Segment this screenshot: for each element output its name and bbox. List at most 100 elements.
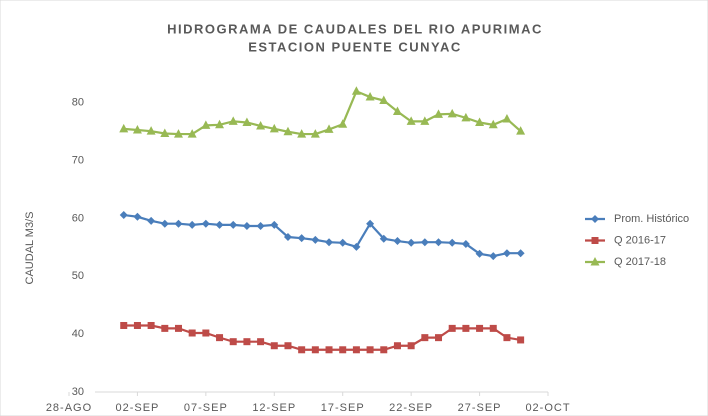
chart-title: ESTACION PUENTE CUNYAC [248, 39, 462, 54]
data-point [297, 234, 306, 243]
x-tick-label: 07-SEP [184, 402, 228, 414]
x-tick-label: 02-SEP [115, 402, 159, 414]
data-point [351, 86, 361, 95]
x-tick-label: 12-SEP [252, 402, 296, 414]
y-tick-label: 70 [72, 155, 84, 167]
data-point [338, 238, 347, 247]
data-point [516, 126, 526, 135]
legend-label: Q 2016-17 [614, 234, 666, 246]
x-tick-label: 28-AGO [46, 402, 92, 414]
data-point [120, 321, 128, 329]
data-point [310, 129, 320, 138]
legend-marker [591, 215, 599, 223]
data-point [215, 119, 225, 129]
data-point [421, 334, 429, 342]
chart-title: HIDROGRAMA DE CAUDALES DEL RIO APURIMAC [167, 21, 543, 36]
data-point [502, 249, 511, 258]
data-point [448, 238, 457, 247]
y-axis-label: CAUDAL M3/S [24, 212, 36, 285]
data-point [284, 342, 292, 350]
data-point [146, 126, 156, 135]
data-point [338, 119, 348, 128]
data-point [502, 114, 512, 123]
data-point [489, 324, 497, 332]
x-tick-label: 17-SEP [321, 402, 365, 414]
data-point [173, 129, 183, 138]
data-point [393, 237, 402, 246]
data-point [392, 106, 402, 116]
data-point [366, 219, 375, 228]
legend-label: Q 2017-18 [614, 256, 666, 268]
data-point [434, 109, 444, 118]
data-point [133, 321, 141, 329]
data-point [201, 219, 210, 228]
data-point [461, 239, 470, 248]
data-point [475, 249, 484, 258]
data-point [297, 129, 307, 138]
data-point [133, 212, 142, 221]
data-point [256, 120, 266, 130]
y-tick-label: 40 [72, 328, 84, 340]
data-point [270, 342, 278, 350]
data-point [202, 329, 210, 337]
data-point [406, 116, 416, 125]
data-point [160, 219, 169, 228]
x-tick-label: 22-SEP [389, 402, 433, 414]
y-tick-label: 80 [72, 97, 84, 109]
data-point [435, 334, 443, 342]
data-point [119, 211, 128, 220]
data-point [119, 123, 129, 133]
data-point [132, 125, 142, 134]
data-point [242, 117, 252, 126]
data-point [448, 324, 456, 332]
data-point [503, 334, 511, 342]
data-point [283, 233, 292, 242]
x-tick-label: 27-SEP [458, 402, 502, 414]
data-point [434, 238, 443, 247]
data-point [174, 324, 182, 332]
y-tick-label: 50 [72, 270, 84, 282]
data-point [462, 324, 470, 332]
data-point [339, 346, 347, 354]
data-point [298, 346, 306, 354]
data-point [188, 329, 196, 337]
data-point [379, 234, 388, 243]
data-point [380, 346, 388, 354]
data-point [461, 112, 471, 122]
data-point [420, 116, 430, 125]
data-point [311, 346, 319, 354]
data-point [283, 126, 293, 136]
data-point [420, 238, 429, 247]
data-point [147, 216, 156, 225]
data-point [216, 334, 224, 342]
data-point [147, 321, 155, 329]
data-point [488, 119, 498, 129]
y-tick-label: 60 [72, 212, 84, 224]
data-point [257, 338, 265, 346]
data-point [229, 338, 237, 346]
data-point [243, 338, 251, 346]
data-point [516, 249, 525, 258]
legend-marker [591, 237, 599, 244]
data-point [270, 220, 279, 229]
data-point [407, 342, 415, 350]
data-point [366, 346, 374, 354]
data-point [256, 222, 265, 231]
data-point [325, 238, 334, 247]
data-point [352, 346, 360, 354]
legend-label: Prom. Histórico [614, 213, 689, 225]
data-point [475, 117, 485, 126]
data-point [324, 124, 334, 133]
y-tick-label: 30 [72, 386, 84, 398]
data-point [325, 346, 333, 354]
data-point [161, 324, 169, 332]
data-point [160, 128, 170, 137]
data-point [393, 342, 401, 350]
data-point [188, 220, 197, 229]
legend-marker [590, 257, 600, 266]
data-point [174, 219, 183, 228]
data-point [215, 220, 224, 229]
data-point [379, 95, 389, 105]
